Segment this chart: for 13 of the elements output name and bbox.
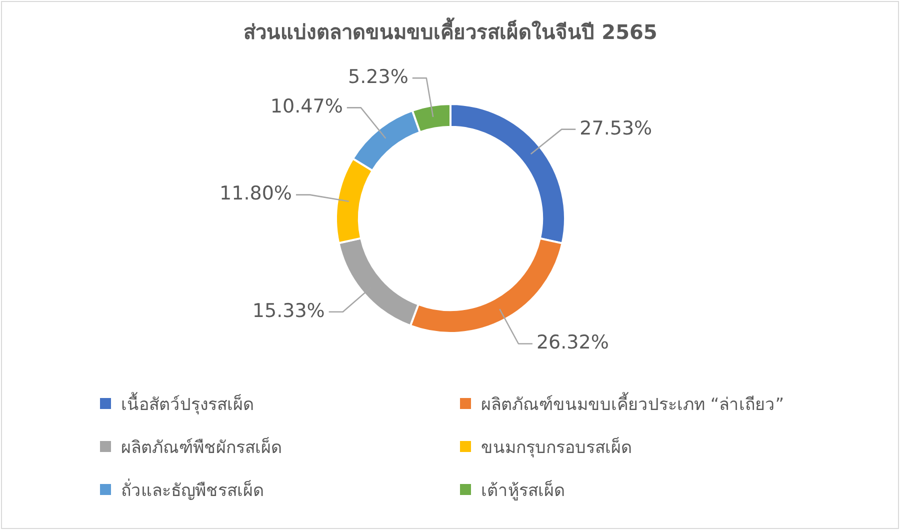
legend-label: ขนมกรุบกรอบรสเผ็ด xyxy=(481,436,632,460)
data-label: 5.23% xyxy=(348,66,408,88)
data-label: 27.53% xyxy=(580,117,652,140)
chart-title: ส่วนแบ่งตลาดขนมขบเคี้ยวรสเผ็ดในจีนปี 2565 xyxy=(244,17,658,44)
data-label: 26.32% xyxy=(536,332,609,354)
legend-label: เนื้อสัตว์ปรุงรสเผ็ด xyxy=(121,391,254,417)
data-label: 10.47% xyxy=(270,96,343,118)
legend-label: เต้าหู้รสเผ็ด xyxy=(481,479,565,503)
legend-label: ผลิตภัณฑ์พืชผักรสเผ็ด xyxy=(121,436,282,460)
legend-label: ผลิตภัณฑ์ขนมขบเคี้ยวประเภท “ล่าเถียว” xyxy=(481,391,784,417)
data-label: 11.80% xyxy=(220,182,292,205)
data-label: 15.33% xyxy=(252,300,325,322)
legend-label: ถั่วและธัญพืชรสเผ็ด xyxy=(121,478,264,503)
